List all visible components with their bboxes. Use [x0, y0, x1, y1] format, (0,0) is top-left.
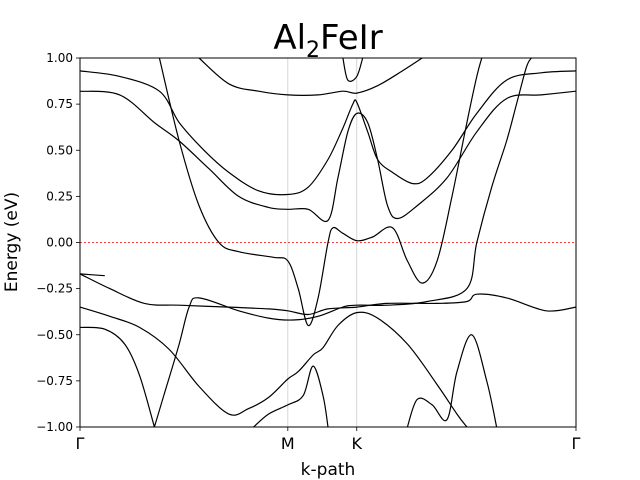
band-line-1: [79, 306, 468, 428]
band-line-11: [406, 334, 498, 428]
band-line-8: [198, 57, 423, 96]
x-tick-label-0: Γ: [76, 434, 85, 453]
band-line-0: [79, 326, 155, 428]
band-line-2: [79, 273, 577, 316]
chart-title: Al2FeIr: [273, 18, 382, 63]
y-ticks: −1.00 −0.75 −0.50 −0.25 0.00 0.25 0.50 0.75 1.00: [36, 51, 80, 434]
band-line-10: [253, 365, 329, 428]
x-tick-label-3: Γ: [572, 434, 581, 453]
x-tick-label-2: K: [352, 434, 363, 453]
y-tick-label-2: −0.50: [36, 328, 73, 342]
y-axis-label: Energy (eV): [2, 192, 22, 292]
band-line-7: [79, 70, 577, 196]
y-tick-label-3: −0.25: [36, 282, 73, 296]
x-axis-label: k-path: [301, 460, 356, 480]
band-line-6: [79, 90, 577, 223]
band-line-3: [79, 273, 105, 277]
y-tick-label-8: 1.00: [46, 51, 73, 65]
y-tick-label-0: −1.00: [36, 420, 73, 434]
y-tick-label-6: 0.50: [46, 143, 73, 157]
x-tick-label-1: M: [281, 434, 295, 453]
y-tick-label-7: 0.75: [46, 97, 73, 111]
band-lines: [79, 57, 577, 428]
band-line-4: [153, 57, 532, 428]
y-tick-label-5: 0.25: [46, 189, 73, 203]
y-tick-label-1: −0.75: [36, 374, 73, 388]
y-tick-label-4: 0.00: [46, 236, 73, 250]
band-line-5: [158, 57, 483, 327]
band-line-9: [342, 57, 364, 82]
